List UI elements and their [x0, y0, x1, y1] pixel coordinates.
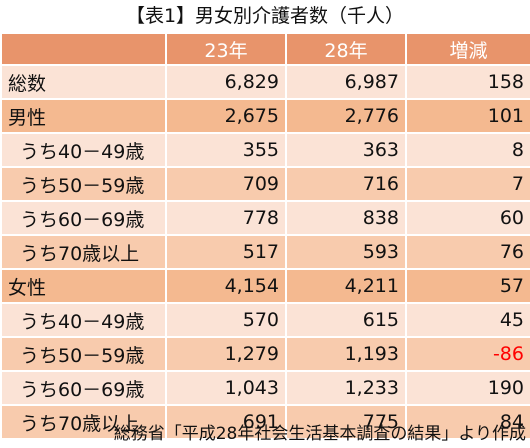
value-23: 778 [165, 200, 287, 236]
value-diff: 60 [405, 200, 530, 236]
column-header-label [0, 32, 167, 66]
row-label: うち70歳以上 [0, 404, 167, 440]
table-body: 総数 6,829 6,987 158 男性 2,675 2,776 101 うち40－49歳 35… [0, 64, 530, 440]
value-28: 775 [285, 404, 407, 440]
value-diff: 190 [405, 370, 530, 406]
table-row: うち60－69歳 778 838 60 [0, 200, 530, 236]
value-28: 1,233 [285, 370, 407, 406]
row-label: うち50－59歳 [0, 336, 167, 372]
column-header-28: 28年 [285, 32, 407, 66]
value-23: 4,154 [165, 268, 287, 304]
value-23: 2,675 [165, 98, 287, 134]
row-label: 総数 [0, 64, 167, 100]
value-23: 1,279 [165, 336, 287, 372]
table-row: うち60－69歳 1,043 1,233 190 [0, 370, 530, 406]
value-diff: -86 [405, 336, 530, 372]
row-label: 男性 [0, 98, 167, 134]
row-label: うち60－69歳 [0, 370, 167, 406]
table-row: うち70歳以上 517 593 76 [0, 234, 530, 270]
table-row: 女性 4,154 4,211 57 [0, 268, 530, 304]
column-header-diff: 増減 [405, 32, 530, 66]
row-label: うち40－49歳 [0, 302, 167, 338]
source-footnote: 総務省「平成28年社会生活基本調査の結果」より作成 [113, 424, 526, 444]
value-23: 517 [165, 234, 287, 270]
row-label: 女性 [0, 268, 167, 304]
value-diff: 76 [405, 234, 530, 270]
value-28: 838 [285, 200, 407, 236]
value-diff: 45 [405, 302, 530, 338]
value-28: 615 [285, 302, 407, 338]
header-row: 23年 28年 増減 [0, 32, 530, 66]
table-row: うち40－49歳 570 615 45 [0, 302, 530, 338]
row-label: うち70歳以上 [0, 234, 167, 270]
value-diff: 101 [405, 98, 530, 134]
table-row: うち40－49歳 355 363 8 [0, 132, 530, 168]
data-table: 23年 28年 増減 総数 6,829 6,987 158 男性 2,675 2,776 10… [0, 32, 530, 440]
row-label: うち60－69歳 [0, 200, 167, 236]
value-diff: 84 [405, 404, 530, 440]
table-row: 男性 2,675 2,776 101 [0, 98, 530, 134]
value-28: 1,193 [285, 336, 407, 372]
value-28: 363 [285, 132, 407, 168]
table-title: 【表1】男女別介護者数（千人） [125, 5, 405, 27]
table-row: 総数 6,829 6,987 158 [0, 64, 530, 100]
value-23: 570 [165, 302, 287, 338]
value-diff: 158 [405, 64, 530, 100]
value-diff: 8 [405, 132, 530, 168]
value-diff: 7 [405, 166, 530, 202]
value-28: 2,776 [285, 98, 407, 134]
value-23: 691 [165, 404, 287, 440]
value-23: 355 [165, 132, 287, 168]
value-23: 709 [165, 166, 287, 202]
row-label: うち40－49歳 [0, 132, 167, 168]
table-row: うち50－59歳 1,279 1,193 -86 [0, 336, 530, 372]
row-label: うち50－59歳 [0, 166, 167, 202]
value-28: 4,211 [285, 268, 407, 304]
table-row: うち50－59歳 709 716 7 [0, 166, 530, 202]
value-28: 593 [285, 234, 407, 270]
value-diff: 57 [405, 268, 530, 304]
table-row: うち70歳以上 691 775 84 [0, 404, 530, 440]
column-header-23: 23年 [165, 32, 287, 66]
value-23: 1,043 [165, 370, 287, 406]
value-23: 6,829 [165, 64, 287, 100]
value-28: 716 [285, 166, 407, 202]
value-28: 6,987 [285, 64, 407, 100]
